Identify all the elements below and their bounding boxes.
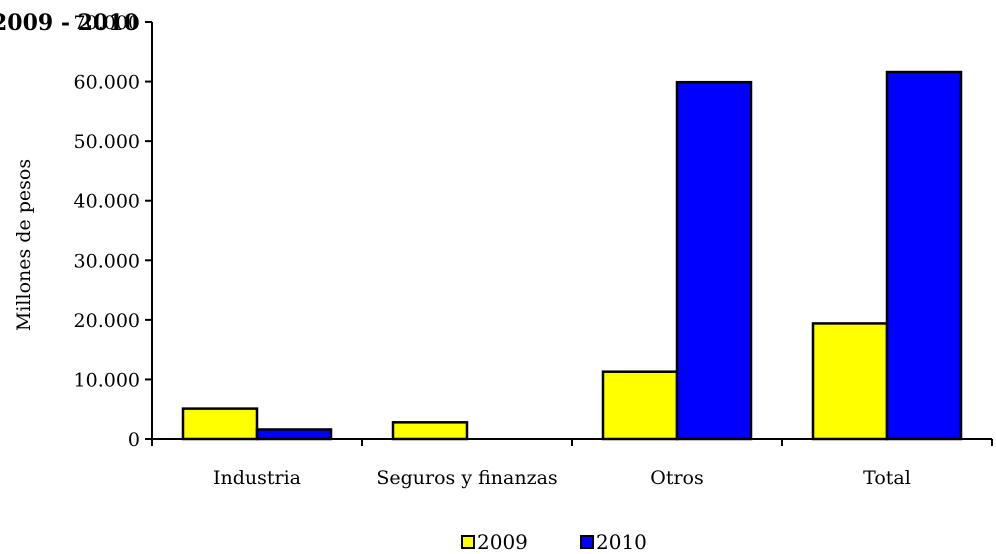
bar-2009-otros bbox=[601, 370, 679, 441]
x-tick-label: Industria bbox=[213, 467, 301, 489]
x-tick-label: Otros bbox=[650, 467, 703, 489]
y-tick-label: 40.000 bbox=[74, 191, 140, 213]
legend-label-2010: 2010 bbox=[596, 530, 647, 554]
bar-2009-industria bbox=[181, 407, 259, 441]
y-tick-label: 0 bbox=[128, 429, 140, 451]
y-axis-ticks: 0 10.000 20.000 30.000 40.000 50.000 60.000 70.… bbox=[74, 12, 152, 451]
bar-2009-seguros-y-finanzas bbox=[391, 421, 469, 441]
y-tick-label: 30.000 bbox=[74, 250, 140, 272]
y-tick-label: 60.000 bbox=[74, 72, 140, 94]
axes bbox=[151, 22, 993, 446]
legend-swatch-2010 bbox=[580, 535, 594, 549]
y-tick-label: 50.000 bbox=[74, 131, 140, 153]
x-tick-label: Total bbox=[863, 467, 911, 489]
bar-2010-otros bbox=[675, 80, 753, 441]
x-tick-label: Seguros y finanzas bbox=[376, 467, 557, 489]
x-axis-labels: Industria Seguros y finanzas Otros Total bbox=[213, 467, 911, 489]
bar-2009-total bbox=[811, 322, 889, 441]
bars-group bbox=[181, 70, 963, 441]
legend-label-2009: 2009 bbox=[477, 530, 528, 554]
y-tick-label: 20.000 bbox=[74, 310, 140, 332]
bar-2010-industria bbox=[255, 428, 333, 441]
chart-title: 2009 - 2010 bbox=[0, 10, 139, 36]
legend-swatch-2009 bbox=[461, 535, 475, 549]
bar-2010-total bbox=[885, 70, 963, 441]
y-axis-title: Millones de pesos bbox=[13, 159, 35, 331]
y-tick-label: 70.000 bbox=[74, 12, 140, 34]
legend: 2009 2010 bbox=[461, 530, 647, 554]
y-tick-label: 10.000 bbox=[74, 369, 140, 391]
